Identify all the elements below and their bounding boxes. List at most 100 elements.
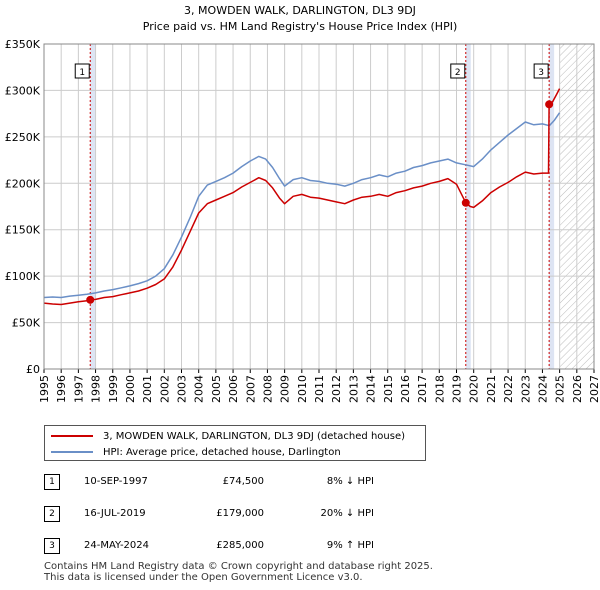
chart-subtitle: Price paid vs. HM Land Registry's House … bbox=[143, 20, 458, 33]
transaction-row-3: 3 24-MAY-2024 £285,000 9% ↑ HPI bbox=[44, 538, 444, 558]
x-tick-label: 2005 bbox=[210, 375, 223, 403]
x-tick-group: 2020 bbox=[468, 375, 481, 403]
x-tick-group: 2005 bbox=[210, 375, 223, 403]
footer-licence: This data is licensed under the Open Gov… bbox=[44, 572, 363, 583]
x-tick-label: 2008 bbox=[261, 375, 274, 403]
x-tick-group: 2024 bbox=[536, 375, 549, 403]
footer-copyright: Contains HM Land Registry data © Crown c… bbox=[44, 561, 433, 572]
legend-label-hpi: HPI: Average price, detached house, Darl… bbox=[103, 446, 341, 458]
transaction-price: £285,000 bbox=[216, 540, 264, 551]
x-tick-group: 2018 bbox=[433, 375, 446, 403]
x-tick-label: 2003 bbox=[176, 375, 189, 403]
legend-swatch-hpi bbox=[51, 451, 93, 453]
x-tick-label: 2021 bbox=[485, 375, 498, 403]
x-tick-label: 1995 bbox=[38, 375, 51, 403]
x-tick-label: 2009 bbox=[279, 375, 292, 403]
transaction-date: 10-SEP-1997 bbox=[84, 476, 148, 487]
y-tick-label: £200K bbox=[5, 177, 41, 190]
x-tick-group: 2001 bbox=[141, 375, 154, 403]
x-tick-group: 2008 bbox=[261, 375, 274, 403]
chart-title: 3, MOWDEN WALK, DARLINGTON, DL3 9DJ bbox=[184, 4, 416, 17]
x-tick-label: 2019 bbox=[451, 375, 464, 403]
transaction-number: 2 bbox=[44, 506, 60, 522]
y-tick-label: £100K bbox=[5, 270, 41, 283]
x-tick-label: 2022 bbox=[502, 375, 515, 403]
x-tick-group: 2017 bbox=[416, 375, 429, 403]
transaction-number: 3 bbox=[44, 538, 60, 554]
hpi-line bbox=[43, 112, 561, 299]
transaction-band-1 bbox=[90, 44, 96, 369]
transaction-hpi-change: 9% ↑ HPI bbox=[326, 540, 374, 551]
transaction-box-label-3: 3 bbox=[538, 68, 544, 78]
plot-frame bbox=[43, 43, 595, 370]
y-tick-label: £250K bbox=[5, 131, 41, 144]
x-tick-group: 2000 bbox=[124, 375, 137, 403]
transaction-box-2 bbox=[450, 63, 466, 79]
x-tick-label: 1998 bbox=[90, 375, 103, 403]
transaction-price: £74,500 bbox=[222, 476, 264, 487]
x-tick-label: 2006 bbox=[227, 375, 240, 403]
x-tick-group: 2007 bbox=[244, 375, 257, 403]
legend-swatch-property bbox=[51, 435, 93, 437]
transaction-marker-2 bbox=[461, 198, 470, 207]
x-tick-label: 2015 bbox=[382, 375, 395, 403]
transaction-marker-3 bbox=[545, 100, 554, 109]
x-tick-label: 2023 bbox=[519, 375, 532, 403]
x-tick-label: 2016 bbox=[399, 375, 412, 403]
x-tick-group: 2009 bbox=[279, 375, 292, 403]
y-tick-label: £0 bbox=[26, 363, 40, 376]
x-tick-group: 2026 bbox=[571, 375, 584, 403]
x-tick-group: 2012 bbox=[330, 375, 343, 403]
x-tick-group: 1995 bbox=[38, 375, 51, 403]
x-tick-group: 2004 bbox=[193, 375, 206, 403]
x-tick-label: 2017 bbox=[416, 375, 429, 403]
chart-legend: 3, MOWDEN WALK, DARLINGTON, DL3 9DJ (det… bbox=[44, 425, 426, 461]
y-tick-label: £150K bbox=[5, 224, 41, 237]
x-tick-label: 2002 bbox=[158, 375, 171, 403]
x-tick-label: 2027 bbox=[588, 375, 600, 403]
x-tick-group: 2014 bbox=[365, 375, 378, 403]
transaction-box-3 bbox=[533, 63, 549, 79]
x-tick-label: 1999 bbox=[107, 375, 120, 403]
x-tick-group: 1999 bbox=[107, 375, 120, 403]
transaction-box-label-2: 2 bbox=[455, 68, 461, 78]
x-tick-group: 2015 bbox=[382, 375, 395, 403]
transaction-date: 16-JUL-2019 bbox=[84, 508, 146, 519]
y-tick-label: £300K bbox=[5, 84, 41, 97]
x-tick-group: 2027 bbox=[588, 375, 600, 403]
transaction-hpi-change: 8% ↓ HPI bbox=[326, 476, 374, 487]
x-tick-label: 2011 bbox=[313, 375, 326, 403]
x-tick-label: 1996 bbox=[55, 375, 68, 403]
transaction-price: £179,000 bbox=[216, 508, 264, 519]
transaction-number: 1 bbox=[44, 474, 60, 490]
legend-item-property: 3, MOWDEN WALK, DARLINGTON, DL3 9DJ (det… bbox=[51, 428, 405, 444]
transaction-band-2 bbox=[465, 44, 471, 369]
transaction-row-2: 2 16-JUL-2019 £179,000 20% ↓ HPI bbox=[44, 506, 444, 526]
x-tick-label: 2020 bbox=[468, 375, 481, 403]
x-tick-group: 2023 bbox=[519, 375, 532, 403]
price-chart: 3, MOWDEN WALK, DARLINGTON, DL3 9DJ Price… bbox=[5, 4, 600, 403]
x-tick-group: 2002 bbox=[158, 375, 171, 403]
x-tick-group: 1997 bbox=[72, 375, 85, 403]
x-tick-label: 1997 bbox=[72, 375, 85, 403]
transaction-hpi-change: 20% ↓ HPI bbox=[320, 508, 374, 519]
legend-item-hpi: HPI: Average price, detached house, Darl… bbox=[51, 444, 341, 460]
x-tick-group: 2006 bbox=[227, 375, 240, 403]
x-tick-label: 2014 bbox=[365, 375, 378, 403]
x-tick-label: 2007 bbox=[244, 375, 257, 403]
x-tick-group: 2010 bbox=[296, 375, 309, 403]
transaction-band-3 bbox=[549, 44, 555, 369]
x-tick-label: 2010 bbox=[296, 375, 309, 403]
transaction-box-label-1: 1 bbox=[79, 68, 85, 78]
x-tick-label: 2012 bbox=[330, 375, 343, 403]
y-tick-label: £350K bbox=[5, 38, 41, 51]
x-tick-group: 2016 bbox=[399, 375, 412, 403]
transaction-date: 24-MAY-2024 bbox=[84, 540, 150, 551]
x-tick-group: 2003 bbox=[176, 375, 189, 403]
x-tick-group: 2021 bbox=[485, 375, 498, 403]
x-tick-label: 2025 bbox=[554, 375, 567, 403]
transaction-row-1: 1 10-SEP-1997 £74,500 8% ↓ HPI bbox=[44, 474, 444, 494]
x-tick-label: 2024 bbox=[536, 375, 549, 403]
x-tick-group: 1998 bbox=[90, 375, 103, 403]
footer: Contains HM Land Registry data © Crown c… bbox=[44, 561, 433, 583]
